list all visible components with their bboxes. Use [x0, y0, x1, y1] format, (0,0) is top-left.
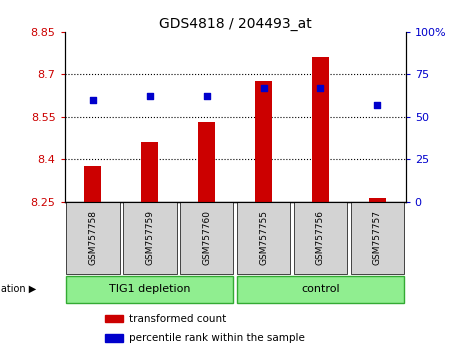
Bar	[84, 166, 101, 201]
FancyBboxPatch shape	[180, 201, 233, 274]
Bar	[198, 122, 215, 201]
Bar	[106, 315, 123, 322]
FancyBboxPatch shape	[237, 276, 404, 303]
FancyBboxPatch shape	[66, 276, 233, 303]
Text: transformed count: transformed count	[130, 314, 227, 324]
Bar	[369, 198, 386, 201]
Bar	[255, 81, 272, 201]
Bar	[312, 57, 329, 201]
Text: control: control	[301, 284, 340, 294]
Point	[373, 102, 381, 108]
FancyBboxPatch shape	[123, 201, 177, 274]
Point	[146, 93, 154, 99]
Text: GSM757758: GSM757758	[89, 210, 97, 266]
Text: percentile rank within the sample: percentile rank within the sample	[130, 333, 305, 343]
Point	[203, 93, 210, 99]
Text: genotype/variation ▶: genotype/variation ▶	[0, 284, 36, 294]
Point	[260, 85, 267, 91]
Bar	[106, 334, 123, 342]
Text: TIG1 depletion: TIG1 depletion	[109, 284, 190, 294]
Title: GDS4818 / 204493_at: GDS4818 / 204493_at	[159, 17, 312, 31]
Bar	[142, 142, 159, 201]
FancyBboxPatch shape	[66, 201, 120, 274]
FancyBboxPatch shape	[237, 201, 290, 274]
FancyBboxPatch shape	[350, 201, 404, 274]
Point	[317, 85, 324, 91]
Text: GSM757755: GSM757755	[259, 210, 268, 266]
Text: GSM757759: GSM757759	[145, 210, 154, 266]
Text: GSM757760: GSM757760	[202, 210, 211, 266]
Point	[89, 97, 97, 103]
FancyBboxPatch shape	[294, 201, 347, 274]
Text: GSM757756: GSM757756	[316, 210, 325, 266]
Text: GSM757757: GSM757757	[373, 210, 382, 266]
